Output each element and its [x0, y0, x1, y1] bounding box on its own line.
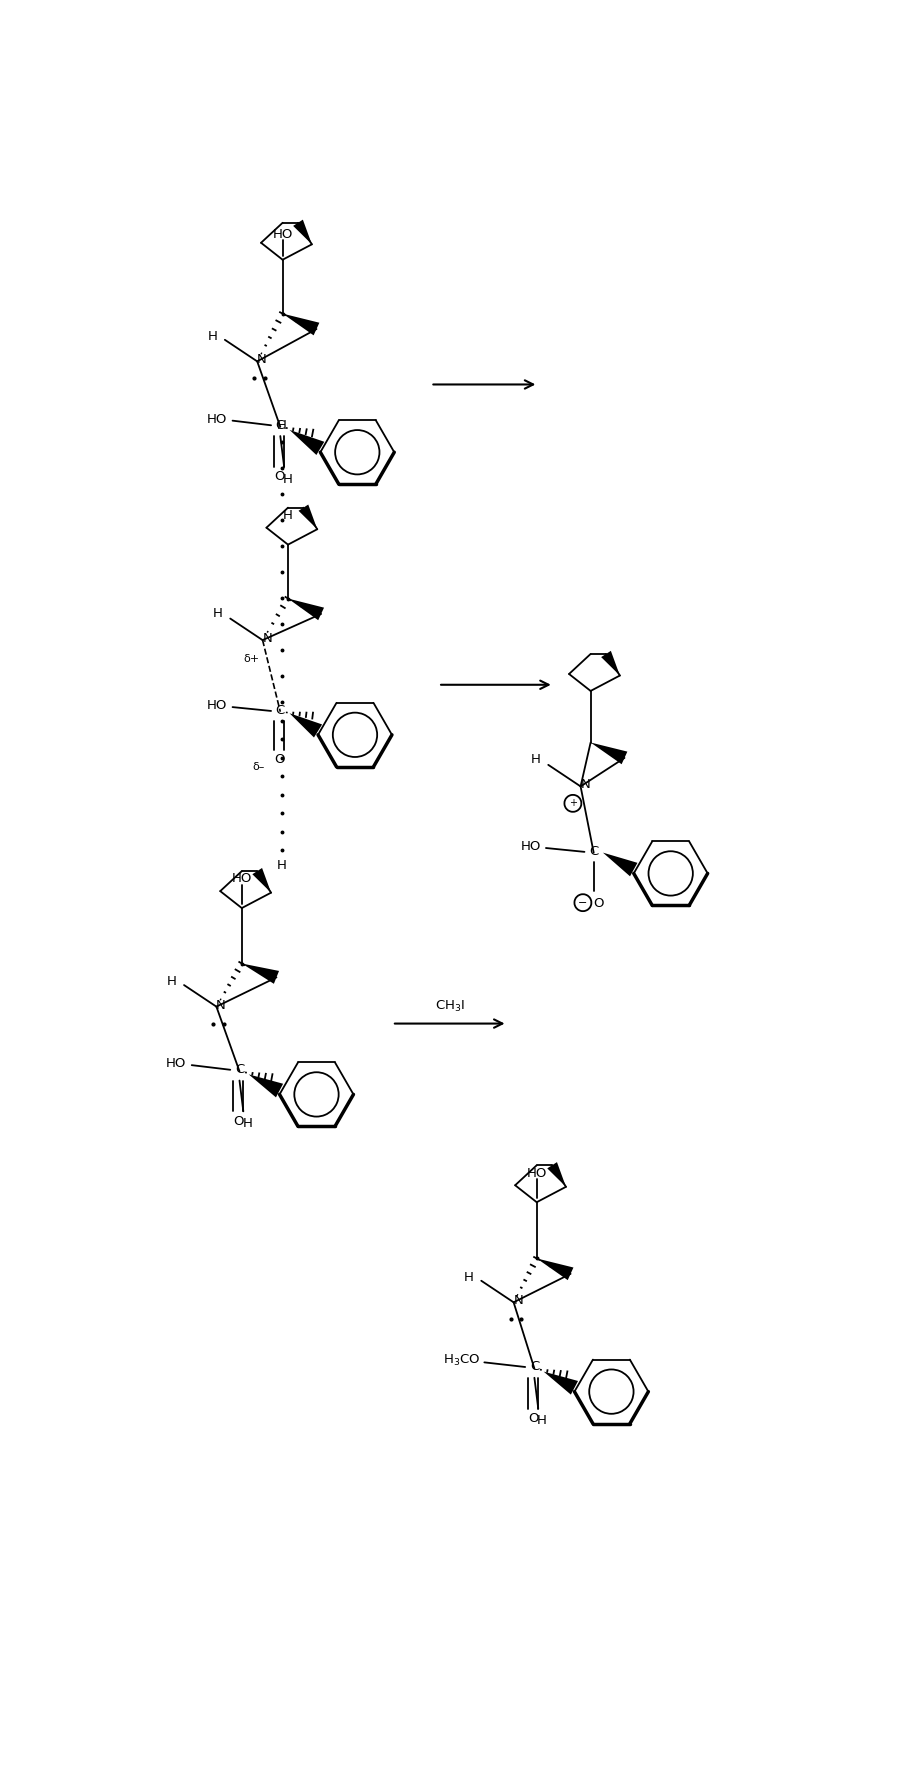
- Text: O: O: [528, 1411, 539, 1425]
- Text: H: H: [213, 606, 223, 619]
- Text: H: H: [531, 754, 541, 766]
- Polygon shape: [290, 713, 322, 738]
- Polygon shape: [299, 505, 318, 528]
- Polygon shape: [601, 651, 620, 676]
- Text: HO: HO: [231, 872, 252, 885]
- Text: N: N: [256, 353, 266, 367]
- Text: O: O: [593, 897, 604, 910]
- Text: H: H: [537, 1415, 547, 1427]
- Polygon shape: [252, 869, 271, 892]
- Text: −: −: [578, 897, 588, 908]
- Polygon shape: [603, 853, 637, 876]
- Text: N: N: [513, 1294, 523, 1307]
- Text: C: C: [275, 704, 285, 716]
- Polygon shape: [544, 1372, 578, 1395]
- Polygon shape: [283, 314, 320, 335]
- Text: C: C: [275, 418, 285, 433]
- Text: H: H: [242, 1117, 252, 1129]
- Text: δ–: δ–: [253, 762, 265, 773]
- Text: H$_3$CO: H$_3$CO: [443, 1353, 480, 1369]
- Polygon shape: [590, 743, 627, 764]
- Text: HO: HO: [273, 227, 292, 241]
- Polygon shape: [242, 963, 279, 984]
- Text: HO: HO: [520, 840, 541, 853]
- Text: +: +: [569, 798, 577, 808]
- Text: H: H: [277, 418, 287, 433]
- Polygon shape: [290, 429, 324, 456]
- Text: O: O: [233, 1115, 244, 1128]
- Text: H: H: [284, 509, 292, 521]
- Text: O: O: [274, 754, 284, 766]
- Polygon shape: [288, 599, 324, 621]
- Text: CH$_3$I: CH$_3$I: [435, 998, 464, 1014]
- Text: H: H: [208, 330, 218, 344]
- Text: HO: HO: [526, 1167, 547, 1181]
- Text: HO: HO: [166, 1057, 186, 1071]
- Text: C: C: [235, 1064, 244, 1076]
- Polygon shape: [293, 220, 312, 245]
- Polygon shape: [547, 1161, 566, 1186]
- Text: H: H: [284, 473, 292, 486]
- Polygon shape: [536, 1259, 573, 1280]
- Text: N: N: [581, 778, 591, 791]
- Text: HO: HO: [207, 413, 228, 426]
- Text: H: H: [464, 1271, 474, 1284]
- Text: O: O: [274, 470, 284, 484]
- Text: N: N: [262, 631, 272, 645]
- Text: HO: HO: [207, 699, 228, 713]
- Text: N: N: [216, 998, 226, 1012]
- Text: H: H: [166, 975, 176, 989]
- Polygon shape: [248, 1074, 284, 1097]
- Text: H: H: [277, 860, 287, 872]
- Text: C: C: [590, 844, 598, 858]
- Text: δ+: δ+: [243, 654, 259, 665]
- Text: C: C: [530, 1360, 539, 1374]
